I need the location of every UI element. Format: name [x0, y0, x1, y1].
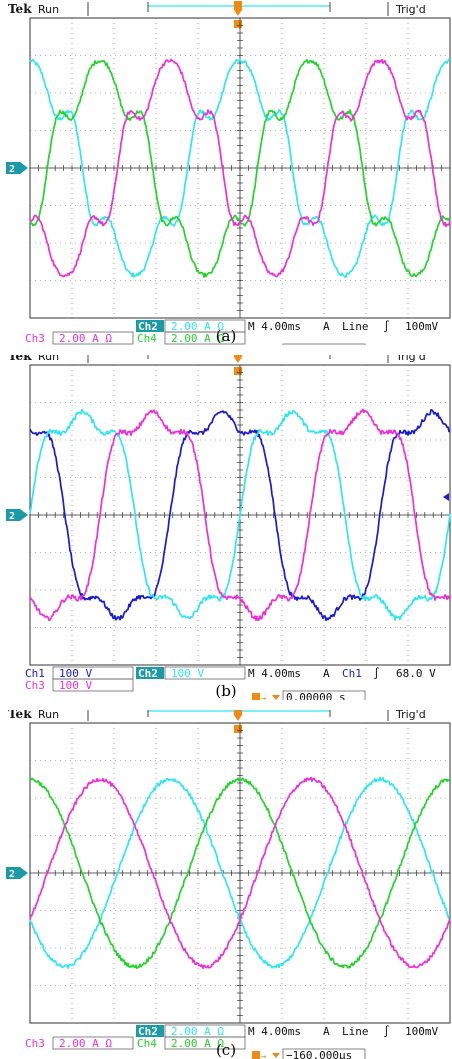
channel-scale: 100 V: [171, 667, 204, 680]
trigger-status: Trig'd: [395, 355, 426, 363]
brand-label: Tek: [8, 710, 32, 721]
brand-label: Tek: [8, 355, 32, 363]
trigger-offset-value: −160.000µs: [286, 1049, 352, 1059]
readout-bar: Ch2 2.00 A Ω M 4.00ms A Line ∫ 100mV Ch3 2.00 A …: [25, 1024, 438, 1050]
channel-scale: 2.00 A Ω: [59, 1037, 112, 1050]
channel-scale: 2.00 A Ω: [171, 320, 224, 333]
trigger-level: 100mV: [405, 320, 438, 333]
timebase-readout: M 4.00ms: [248, 1025, 301, 1038]
graticule: [29, 17, 451, 319]
trigger-level: 100mV: [405, 1025, 438, 1038]
graticule: [29, 722, 451, 1024]
waveform-ch1: [29, 409, 451, 622]
trigger-source: Line: [342, 1025, 369, 1038]
record-bracket: [147, 355, 331, 359]
trigger-slope: ∫: [373, 667, 380, 680]
brand-label: Tek: [8, 2, 32, 16]
trigger-mode: A: [323, 667, 330, 680]
ground-marker: 2: [6, 509, 28, 522]
channel-label: Ch4: [137, 1037, 157, 1050]
scope-screen: Tek Run Trig'd 2 Ch2 2.00 A Ω M 4.00ms A Line ∫ 10…: [6, 1, 451, 345]
arrow-icon: →: [261, 694, 267, 700]
arrow-icon: →: [261, 1052, 267, 1059]
readout-bar: Ch1 100 V Ch2 100 V M 4.00ms A Ch1 ∫ 68.0 V Ch3 10…: [25, 666, 436, 692]
channel-scale: 2.00 A Ω: [59, 332, 112, 345]
ground-marker-label: 2: [9, 869, 15, 880]
trigger-slope: ∫: [383, 320, 390, 333]
channel-scale: 100 V: [59, 679, 92, 692]
trigger-offset-value: −160.000µs: [286, 344, 352, 345]
trigger-offset-readout: → −160.000µs: [252, 1048, 366, 1059]
trigger-status: Trig'd: [395, 710, 426, 721]
channel-scale: 2.00 A Ω: [171, 1037, 224, 1050]
ground-marker: 2: [6, 162, 28, 175]
channel-label: Ch2: [138, 1025, 158, 1038]
trigger-level: 68.0 V: [396, 667, 436, 680]
trigger-position-icon: [234, 355, 242, 375]
run-status: Run: [38, 710, 59, 721]
trigger-position-icon: [234, 710, 242, 733]
trigger-position-icon: [234, 1, 242, 28]
channel-label: Ch3: [25, 679, 45, 692]
trigger-offset-readout: → 0.00000 s: [252, 690, 366, 700]
trigger-source: Line: [342, 320, 369, 333]
channel-label: Ch3: [25, 1037, 45, 1050]
trigger-slope: ∫: [383, 1025, 390, 1038]
channel-label: Ch3: [25, 332, 45, 345]
readout-bar: Ch2 2.00 A Ω M 4.00ms A Line ∫ 100mV Ch3 2.00 A …: [25, 319, 438, 345]
ground-marker-label: 2: [9, 511, 15, 522]
channel-label: Ch4: [137, 332, 157, 345]
trigger-offset-readout: →−160.000µs: [282, 343, 366, 345]
figure-caption: (c): [216, 1041, 236, 1059]
trigger-mode: A: [323, 1025, 330, 1038]
trigger-status: Trig'd: [395, 3, 426, 16]
run-status: Run: [38, 355, 59, 363]
run-status: Run: [38, 3, 59, 16]
waveform-ch3: [29, 776, 451, 970]
channel-label: Ch2: [138, 667, 158, 680]
channel-scale: 100 V: [59, 667, 92, 680]
waveform-ch2: [29, 408, 451, 621]
channel-label: Ch1: [25, 667, 45, 680]
ground-marker-label: 2: [9, 164, 15, 175]
trigger-offset-value: 0.00000 s: [286, 691, 346, 700]
figure-caption: (a): [216, 327, 237, 345]
channel-scale: 2.00 A Ω: [171, 1025, 224, 1038]
waveform-ch3: [29, 408, 451, 622]
scope-panel-1: Tek Run Trig'd 2 Ch2 2.00 A Ω M 4.00ms A Line ∫ 10…: [0, 0, 452, 345]
channel-scale: 2.00 A Ω: [171, 332, 224, 345]
trigger-source: Ch1: [342, 667, 362, 680]
trigger-mode: A: [323, 320, 330, 333]
waveform-ch3: [29, 58, 451, 278]
figure-caption: (b): [215, 682, 236, 700]
channel-label: Ch2: [138, 320, 158, 333]
timebase-readout: M 4.00ms: [248, 667, 301, 680]
timebase-readout: M 4.00ms: [248, 320, 301, 333]
scope-screen: Tek Run Trig'd 2 Ch2 2.00 A Ω M 4.00ms A Line ∫ 10…: [6, 710, 451, 1059]
ground-marker: 2: [6, 867, 28, 880]
scope-panel-3: Tek Run Trig'd 2 Ch2 2.00 A Ω M 4.00ms A Line ∫ 10…: [0, 710, 452, 1059]
trigger-level-icon: [443, 493, 449, 501]
